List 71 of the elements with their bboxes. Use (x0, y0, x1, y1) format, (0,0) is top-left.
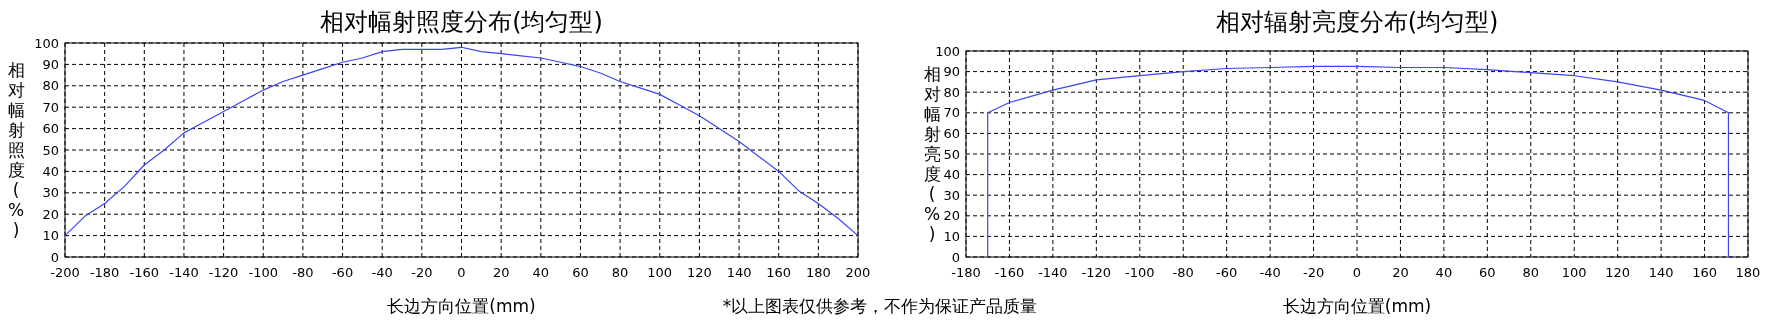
x-tick-label: 100 (1561, 265, 1587, 280)
text: 相对幅射照度(%) (7, 60, 25, 240)
x-tick-label: 80 (611, 265, 629, 280)
x-tick-label: -120 (208, 265, 239, 280)
y-tick-label: 40 (42, 163, 59, 179)
x-axis-title: 长边方向位置(mm) (387, 296, 536, 316)
x-tick-label: 180 (805, 265, 831, 280)
x-tick-label: -20 (1302, 265, 1325, 280)
x-tick-label: -60 (331, 265, 354, 280)
x-tick-label: 0 (1352, 265, 1362, 280)
x-tick-label: -60 (1216, 265, 1238, 280)
y-tick-label: 20 (943, 208, 960, 224)
chart-title: 相对幅射照度分布(均匀型) (320, 8, 603, 36)
x-tick-label: -160 (994, 265, 1025, 280)
y-tick-label: 30 (943, 187, 960, 203)
y-tick-label: 50 (42, 142, 59, 158)
x-tick-label: 140 (726, 265, 752, 280)
y-tick-label: 80 (42, 78, 59, 94)
x-tick-label: 40 (1435, 265, 1453, 280)
y-tick-label: 0 (951, 249, 960, 265)
y-tick-label: 90 (42, 56, 59, 72)
y-tick-label: 30 (42, 185, 59, 201)
y-tick-label: 10 (943, 228, 960, 244)
x-tick-label: -100 (248, 265, 279, 280)
chart-title: 相对辐射亮度分布(均匀型) (1215, 8, 1499, 36)
y-tick-label: 40 (943, 167, 960, 183)
y-tick-label: 80 (943, 84, 960, 100)
y-tick-label: 60 (42, 121, 59, 137)
x-tick-label: -140 (169, 265, 199, 280)
y-tick-label: 50 (943, 146, 960, 162)
line-series (987, 65, 1730, 258)
x-tick-label: 160 (766, 265, 792, 280)
x-tick-label: 60 (1479, 265, 1496, 280)
y-tick-label: 70 (943, 105, 960, 121)
y-tick-label: 100 (935, 43, 960, 59)
x-tick-label: -120 (1081, 265, 1112, 280)
text: 相对幅射亮度(%) (923, 64, 941, 244)
x-tick-label: 80 (1522, 265, 1540, 280)
x-tick-label: 0 (457, 265, 466, 280)
x-tick-label: 40 (532, 265, 550, 280)
x-axis-title: 长边方向位置(mm) (1282, 296, 1432, 316)
x-tick-label: 140 (1648, 265, 1674, 280)
x-tick-label: 20 (1392, 265, 1409, 280)
y-tick-label: 70 (42, 99, 59, 115)
x-tick-label: 200 (845, 265, 871, 280)
line-series (64, 46, 859, 237)
y-tick-label: 100 (34, 35, 59, 51)
y-tick-label: 90 (943, 64, 960, 80)
x-tick-label: 60 (572, 265, 589, 280)
x-tick-label: 180 (1735, 265, 1761, 280)
x-tick-label: 160 (1692, 265, 1717, 280)
x-tick-label: -160 (129, 265, 160, 280)
x-tick-label: -40 (371, 265, 393, 280)
x-tick-label: -20 (411, 265, 433, 280)
y-tick-label: 20 (42, 206, 59, 222)
x-tick-label: 20 (492, 265, 510, 280)
x-tick-label: 100 (647, 265, 673, 280)
x-tick-label: -40 (1259, 265, 1281, 280)
y-tick-label: 10 (42, 228, 59, 244)
x-tick-label: -100 (1125, 265, 1155, 280)
x-tick-label: -180 (89, 265, 120, 280)
x-tick-label: -180 (951, 265, 981, 280)
x-tick-label: 120 (686, 265, 712, 280)
y-tick-label: 0 (50, 249, 59, 265)
x-tick-label: -140 (1038, 265, 1068, 280)
x-tick-label: 120 (1605, 265, 1631, 280)
text: *以上图表仅供参考，不作为保证产品质量 (722, 296, 1038, 316)
x-tick-label: -80 (1172, 265, 1194, 280)
x-tick-label: -200 (50, 265, 80, 280)
y-tick-label: 60 (943, 125, 960, 141)
x-tick-label: -80 (292, 265, 314, 280)
